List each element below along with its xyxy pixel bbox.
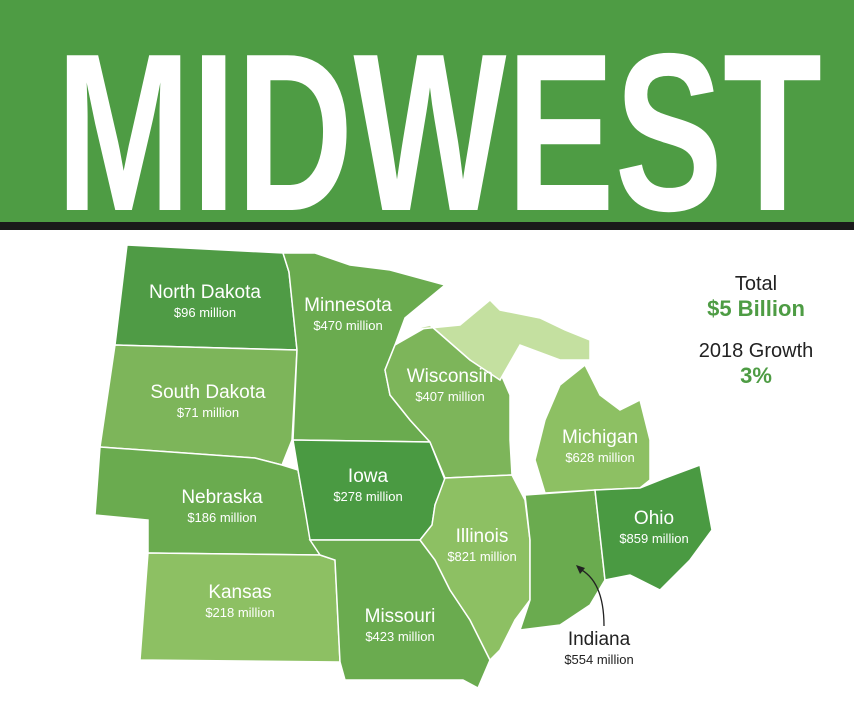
state-name: Indiana <box>568 629 631 650</box>
state-value: $628 million <box>565 450 634 465</box>
state-name: Nebraska <box>181 487 263 508</box>
state-name: Michigan <box>562 427 638 448</box>
state-value: $218 million <box>205 605 274 620</box>
total-value: $5 Billion <box>707 296 805 321</box>
state-name: Ohio <box>634 508 674 529</box>
state-value: $859 million <box>619 531 688 546</box>
state-name: Missouri <box>365 606 436 627</box>
state-value: $821 million <box>447 549 516 564</box>
arrow-head <box>576 565 585 574</box>
state-value: $71 million <box>177 405 239 420</box>
state-name: South Dakota <box>150 382 266 403</box>
state-name: North Dakota <box>149 282 261 303</box>
state-name: Minnesota <box>304 295 392 316</box>
growth-value: 3% <box>740 363 772 388</box>
state-value: $407 million <box>415 389 484 404</box>
title: MIDWEST <box>56 6 822 258</box>
state-shape <box>518 489 606 631</box>
state-value: $96 million <box>174 305 236 320</box>
state-name: Kansas <box>208 582 271 603</box>
summary: Total $5 Billion 2018 Growth 3% <box>699 273 814 388</box>
states <box>94 244 713 690</box>
state-value: $186 million <box>187 510 256 525</box>
state-value: $470 million <box>313 318 382 333</box>
state-name: Wisconsin <box>407 366 494 387</box>
state-shape <box>594 463 713 591</box>
state-shape <box>409 298 591 382</box>
growth-label: 2018 Growth <box>699 340 814 362</box>
state-value: $278 million <box>333 489 402 504</box>
state-value: $554 million <box>564 652 633 667</box>
header-band <box>0 0 854 222</box>
state-labels: North Dakota $96 million South Dakota $7… <box>149 282 689 667</box>
state-value: $423 million <box>365 629 434 644</box>
state-name: Illinois <box>456 526 509 547</box>
header-rule <box>0 222 854 230</box>
total-label: Total <box>735 273 777 295</box>
state-name: Iowa <box>348 466 389 487</box>
